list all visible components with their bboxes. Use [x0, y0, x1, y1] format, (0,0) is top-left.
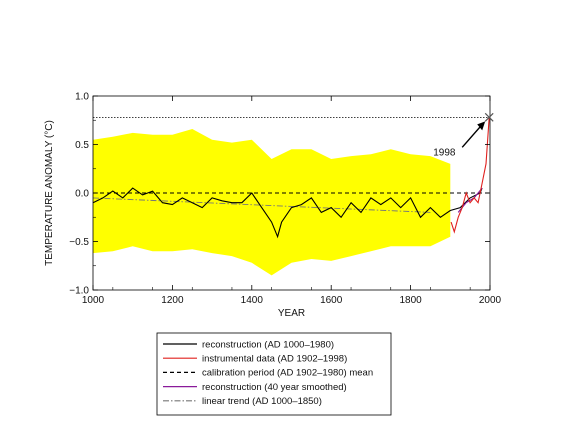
peak-marker [484, 112, 494, 122]
legend-label: reconstruction (AD 1000–1980) [202, 339, 334, 350]
series-line-1 [450, 117, 490, 234]
legend: reconstruction (AD 1000–1980) instrumenta… [156, 332, 392, 416]
axis-ticks: 1000 1200 1400 1600 1800 2000 −1.0 −0.5 0.0 0.5 1.… [69, 92, 501, 307]
y-tick-label: −1.0 [69, 286, 89, 297]
x-tick-label: 1400 [241, 295, 264, 306]
y-tick-label: 0.5 [75, 140, 89, 151]
y-axis-label: TEMPERATURE ANOMALY (°C) [44, 120, 55, 266]
y-tick-label: 1.0 [75, 92, 89, 103]
series-layer [92, 117, 490, 239]
legend-box [156, 332, 392, 416]
y-tick-label: 0.0 [75, 189, 89, 200]
x-tick-label: 1800 [399, 295, 422, 306]
peak-marker-stroke [484, 112, 494, 122]
annotation-layer: 1998 [433, 112, 494, 158]
annotation-arrow-head [477, 121, 486, 131]
legend-label: instrumental data (AD 1902–1998) [202, 354, 347, 365]
annotation-label-1998: 1998 [433, 147, 456, 158]
series-line-4 [92, 197, 431, 213]
y-tick-label: −0.5 [69, 237, 89, 248]
legend-label: calibration period (AD 1902–1980) mean [202, 368, 373, 379]
x-axis-label: YEAR [278, 308, 305, 319]
x-tick-label: 1600 [320, 295, 343, 306]
x-tick-label: 1000 [82, 295, 105, 306]
series-line-0 [92, 187, 483, 239]
x-tick-label: 2000 [479, 295, 502, 306]
legend-label: reconstruction (40 year smoothed) [202, 382, 347, 393]
uncertainty-band-layer [93, 129, 451, 276]
legend-label: linear trend (AD 1000–1850) [202, 396, 322, 407]
x-tick-label: 1200 [161, 295, 184, 306]
uncertainty-band [93, 129, 451, 276]
